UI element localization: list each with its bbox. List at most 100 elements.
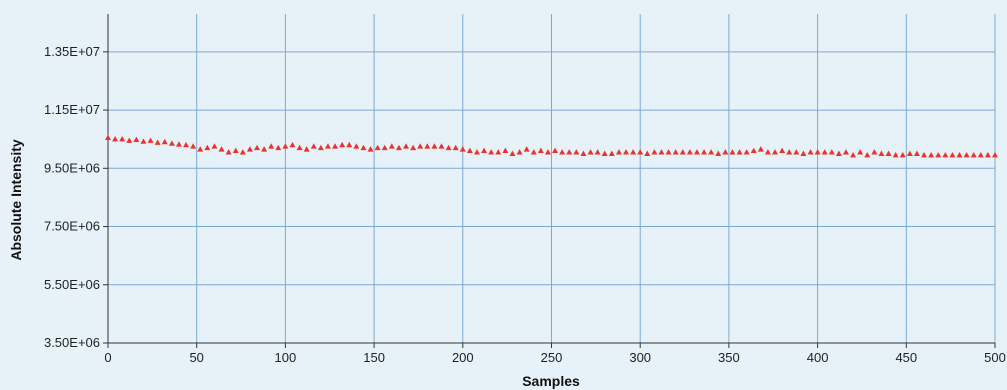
data-point xyxy=(644,150,651,156)
x-tick-label: 450 xyxy=(895,350,917,365)
data-point xyxy=(615,149,622,155)
data-point xyxy=(743,149,750,155)
data-point xyxy=(168,140,175,146)
data-point xyxy=(275,144,282,151)
data-point xyxy=(261,146,268,152)
data-point xyxy=(559,149,566,155)
data-point xyxy=(140,138,147,144)
data-point xyxy=(353,143,360,149)
data-point xyxy=(580,150,587,156)
data-point xyxy=(332,143,339,149)
data-point xyxy=(183,141,190,148)
data-point xyxy=(481,147,488,154)
data-point xyxy=(204,144,211,151)
data-point xyxy=(381,144,388,151)
data-point xyxy=(225,149,232,155)
data-point xyxy=(750,147,757,154)
data-point xyxy=(679,149,686,155)
data-point xyxy=(864,152,871,158)
data-point xyxy=(218,146,225,152)
y-axis-title: Absolute Intensity xyxy=(8,139,24,261)
data-point xyxy=(367,146,374,152)
x-tick-label: 50 xyxy=(189,350,203,365)
data-point xyxy=(637,149,644,155)
data-point xyxy=(594,149,601,155)
x-tick-label: 400 xyxy=(807,350,829,365)
x-tick-label: 200 xyxy=(452,350,474,365)
data-point xyxy=(445,144,452,151)
x-axis-title: Samples xyxy=(522,373,580,389)
data-point xyxy=(821,149,828,155)
data-point xyxy=(488,149,495,155)
data-point xyxy=(566,149,573,155)
data-point xyxy=(161,138,168,145)
data-point xyxy=(871,149,878,155)
data-point xyxy=(197,146,204,152)
data-point xyxy=(715,150,722,156)
data-point xyxy=(296,144,303,151)
data-point xyxy=(899,152,906,158)
data-point xyxy=(119,135,126,142)
y-tick-label: 3.50E+06 xyxy=(44,335,100,350)
data-point xyxy=(885,150,892,156)
data-point xyxy=(665,149,672,155)
x-tick-label: 150 xyxy=(363,350,385,365)
data-point xyxy=(431,143,438,149)
data-point xyxy=(452,144,459,151)
data-point xyxy=(346,141,353,148)
data-point xyxy=(608,150,615,156)
data-point xyxy=(835,150,842,156)
data-point xyxy=(133,136,140,142)
data-point xyxy=(317,144,324,151)
data-point xyxy=(623,149,630,155)
data-point xyxy=(701,149,708,155)
grid-lines xyxy=(108,14,996,343)
data-point xyxy=(992,152,998,158)
data-point xyxy=(942,152,949,158)
data-point xyxy=(509,150,516,156)
data-point xyxy=(516,149,523,155)
data-point xyxy=(587,149,594,155)
data-point xyxy=(544,149,551,155)
data-point xyxy=(552,147,559,154)
data-point xyxy=(310,143,317,149)
data-point xyxy=(339,141,346,148)
data-point xyxy=(757,146,764,152)
data-point xyxy=(190,143,197,149)
data-point xyxy=(708,149,715,155)
data-point xyxy=(289,141,296,148)
data-point xyxy=(850,152,857,158)
data-point xyxy=(147,137,154,143)
data-point xyxy=(970,152,977,158)
data-point xyxy=(729,149,736,155)
x-tick-label: 300 xyxy=(629,350,651,365)
data-point xyxy=(935,152,942,158)
data-point xyxy=(473,149,480,155)
data-point xyxy=(977,152,984,158)
data-point xyxy=(374,144,381,151)
data-point xyxy=(601,150,608,156)
data-point xyxy=(921,152,928,158)
data-point xyxy=(466,147,473,154)
x-tick-label: 0 xyxy=(104,350,111,365)
data-point xyxy=(913,150,920,156)
data-point xyxy=(246,146,253,152)
data-point xyxy=(793,149,800,155)
data-point xyxy=(949,152,956,158)
y-tick-label: 1.35E+07 xyxy=(44,44,100,59)
data-point xyxy=(417,143,424,149)
data-point xyxy=(651,149,658,155)
data-point xyxy=(537,147,544,154)
data-points xyxy=(105,134,998,158)
data-point xyxy=(892,152,899,158)
data-point xyxy=(807,149,814,155)
data-point xyxy=(154,139,161,145)
data-point xyxy=(857,149,864,155)
tick-labels: 0 50 100 150 200 250 300 350 400 450 500 3.50E+06 5.… xyxy=(44,44,1006,365)
data-point xyxy=(722,149,729,155)
data-point xyxy=(105,134,111,140)
data-point xyxy=(395,144,402,151)
data-point xyxy=(658,149,665,155)
